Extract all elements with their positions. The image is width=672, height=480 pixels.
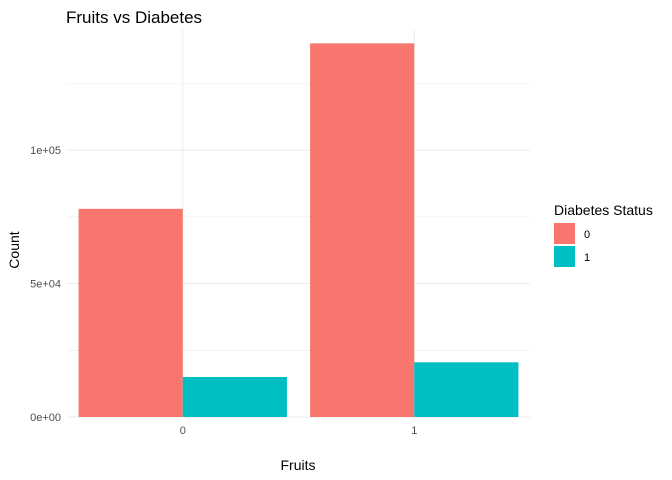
legend-label-1: 1	[584, 252, 590, 264]
legend-title: Diabetes Status	[554, 202, 653, 218]
legend-swatch-0	[554, 223, 575, 244]
y-tick-label: 0e+00	[30, 412, 61, 424]
bar-fruits-0-diabetes-1	[182, 376, 287, 417]
y-tick-label: 1e+05	[30, 145, 61, 157]
y-axis-ticks: 0e+00 5e+04 1e+05	[30, 145, 61, 424]
bar-fruits-1-diabetes-1	[414, 362, 519, 417]
x-tick-label: 0	[180, 425, 186, 437]
legend-label-0: 0	[584, 229, 590, 241]
bar-fruits-1-diabetes-0	[310, 43, 415, 418]
x-tick-label: 1	[411, 425, 417, 437]
legend: Diabetes Status 0 1	[554, 202, 653, 267]
bar-fruits-0-diabetes-0	[78, 208, 183, 417]
y-axis-title: Count	[6, 231, 22, 268]
chart-title: Fruits vs Diabetes	[66, 8, 202, 27]
x-axis-title: Fruits	[281, 457, 316, 473]
bars	[78, 43, 519, 418]
y-tick-label: 5e+04	[30, 279, 61, 291]
legend-swatch-1	[554, 246, 575, 267]
